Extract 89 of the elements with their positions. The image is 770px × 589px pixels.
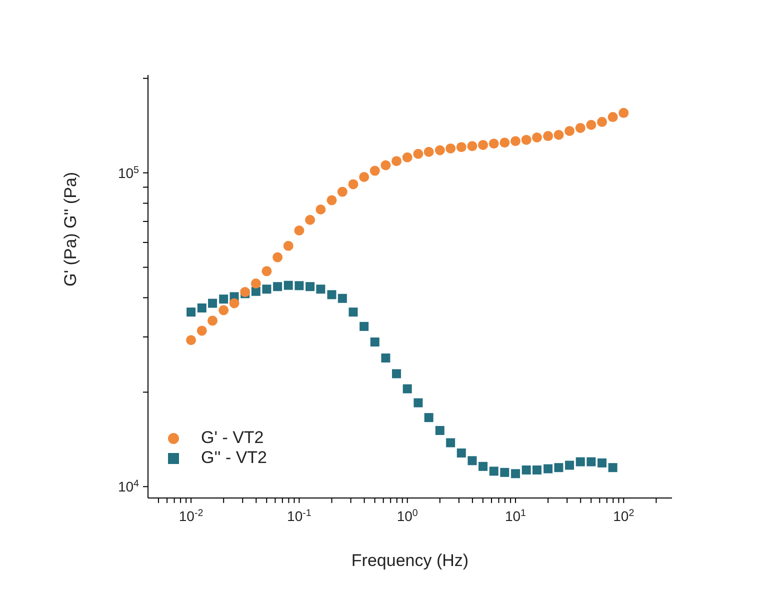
point — [208, 316, 218, 326]
legend-label: G' - VT2 — [201, 428, 264, 447]
x-tick-label: 10$^{-2}$ — [178, 508, 204, 524]
point — [500, 138, 510, 148]
point — [532, 132, 542, 142]
point — [576, 457, 585, 466]
x-tick-label: 10$^{0}$ — [396, 508, 418, 524]
point — [338, 294, 347, 303]
y-axis-title: G' (Pa) G'' (Pa) — [61, 172, 80, 286]
point — [262, 284, 272, 294]
point — [229, 298, 240, 308]
point — [446, 438, 456, 448]
point — [305, 214, 316, 225]
point — [554, 463, 564, 472]
point — [608, 463, 618, 472]
point — [348, 308, 358, 317]
point — [564, 126, 575, 136]
point — [186, 308, 196, 317]
point — [337, 186, 348, 197]
point — [402, 384, 412, 394]
point — [597, 116, 608, 127]
x-tick-label: 10$^{1}$ — [504, 508, 526, 524]
point — [435, 426, 444, 435]
point — [294, 225, 304, 236]
point — [208, 298, 218, 308]
point — [251, 286, 260, 296]
point — [434, 145, 445, 156]
point — [186, 335, 196, 346]
point — [565, 460, 574, 470]
point — [360, 322, 369, 331]
point — [575, 122, 586, 133]
point — [370, 338, 380, 347]
point — [532, 465, 542, 474]
point — [283, 240, 294, 251]
point — [489, 466, 498, 476]
point — [197, 303, 206, 312]
point — [468, 456, 477, 466]
point — [510, 469, 520, 478]
point — [478, 140, 488, 150]
point — [522, 465, 531, 474]
point — [219, 294, 228, 304]
point — [413, 148, 424, 159]
point — [446, 143, 456, 154]
y-tick-label: 10$^{5}$ — [118, 164, 140, 181]
legend-label: G'' - VT2 — [201, 448, 267, 467]
point — [272, 252, 283, 262]
point — [327, 290, 336, 300]
point — [467, 141, 478, 152]
point — [359, 172, 370, 182]
point — [414, 398, 423, 408]
point — [316, 204, 326, 215]
point — [348, 179, 358, 190]
point — [478, 462, 488, 471]
point — [326, 195, 337, 206]
point — [284, 280, 293, 290]
point — [500, 468, 510, 477]
y-tick-label: 10$^{4}$ — [118, 478, 140, 495]
point — [544, 464, 553, 474]
point — [380, 160, 391, 170]
point — [488, 138, 499, 149]
point — [586, 457, 596, 466]
point — [456, 448, 466, 458]
point — [306, 282, 315, 292]
point — [392, 369, 402, 378]
point — [586, 120, 596, 130]
point — [294, 281, 304, 290]
point — [250, 278, 261, 288]
point — [456, 142, 466, 152]
x-tick-label: 10$^{2}$ — [613, 508, 634, 524]
point — [262, 266, 272, 276]
point — [273, 282, 282, 292]
x-axis-title: Frequency (Hz) — [351, 551, 469, 570]
point — [196, 326, 207, 336]
point — [381, 353, 390, 362]
point — [392, 156, 402, 166]
x-tick-label: 10$^{-1}$ — [287, 508, 312, 524]
point — [618, 108, 629, 118]
point — [370, 166, 380, 176]
point — [424, 146, 434, 157]
point — [402, 152, 412, 162]
point — [608, 112, 618, 122]
point — [510, 136, 520, 146]
point — [543, 131, 554, 142]
point — [554, 130, 564, 140]
point — [218, 305, 229, 316]
point — [424, 413, 434, 422]
point — [316, 284, 326, 294]
point — [521, 134, 532, 145]
point — [598, 458, 607, 468]
